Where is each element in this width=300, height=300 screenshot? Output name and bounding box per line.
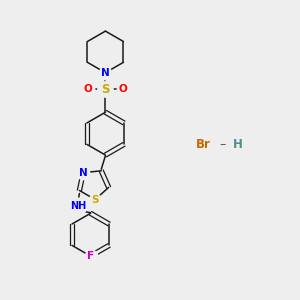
Text: O: O: [84, 84, 93, 94]
Text: –: –: [220, 138, 226, 151]
Text: O: O: [118, 84, 127, 94]
Text: S: S: [92, 195, 99, 205]
Text: N: N: [79, 168, 88, 178]
Text: S: S: [101, 82, 110, 96]
Text: Br: Br: [196, 138, 211, 151]
Text: H: H: [233, 138, 243, 151]
Text: NH: NH: [70, 201, 86, 211]
Text: N: N: [101, 68, 110, 78]
Text: F: F: [87, 251, 94, 261]
